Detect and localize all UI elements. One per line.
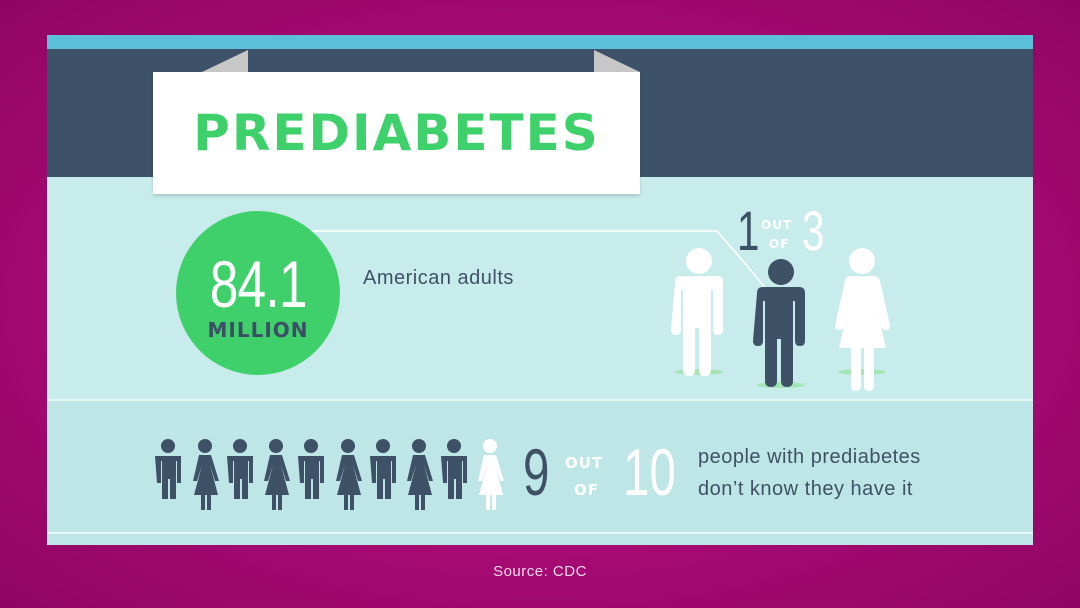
ratio-adults-denominator: 3 xyxy=(802,199,825,262)
page-title: PREDIABETES xyxy=(193,104,600,162)
title-banner: PREDIABETES xyxy=(153,72,640,194)
stat-unit: MILLION xyxy=(207,318,309,342)
person-icon xyxy=(193,439,219,510)
person-icon xyxy=(264,439,290,510)
ratio-unaware-out: OUT xyxy=(565,454,604,472)
unaware-caption: people with prediabetes don’t know they … xyxy=(698,441,921,505)
source-credit: Source: CDC xyxy=(493,563,587,580)
person-icon xyxy=(298,439,324,499)
person-icon xyxy=(370,439,396,499)
top-stripe xyxy=(47,35,1033,49)
person-icon xyxy=(336,439,362,510)
ratio-adults-of: OF xyxy=(769,237,790,251)
person-icon xyxy=(227,439,253,499)
unaware-caption-line2: don’t know they have it xyxy=(698,478,913,500)
bottom-divider xyxy=(47,532,1033,534)
woman-figure-icon xyxy=(834,248,891,391)
banner-fold-left xyxy=(202,50,248,72)
banner-fold-right xyxy=(594,50,640,72)
person-icon xyxy=(407,439,433,510)
ratio-adults-out: OUT xyxy=(761,218,793,232)
ratio-unaware-denominator: 10 xyxy=(623,435,676,509)
person-icon xyxy=(441,439,467,499)
ratio-adults-numerator: 1 xyxy=(737,199,760,262)
ratio-unaware-numerator: 9 xyxy=(523,435,550,509)
unaware-caption-line1: people with prediabetes xyxy=(698,446,921,468)
infographic-card: PREDIABETES 84.1 MILLION American adults… xyxy=(47,35,1033,545)
stat-circle: 84.1 MILLION xyxy=(176,211,340,375)
unaware-figures xyxy=(155,439,504,510)
person-icon xyxy=(155,439,181,499)
aware-person-icon xyxy=(478,439,504,510)
man-figure-icon xyxy=(671,248,723,376)
panel-divider xyxy=(47,399,1033,401)
ratio-unaware-of: OF xyxy=(574,481,599,499)
stat-number: 84.1 xyxy=(209,247,307,321)
highlighted-man-icon xyxy=(753,259,805,387)
stat-caption: American adults xyxy=(363,267,514,289)
adult-figures xyxy=(671,248,891,391)
